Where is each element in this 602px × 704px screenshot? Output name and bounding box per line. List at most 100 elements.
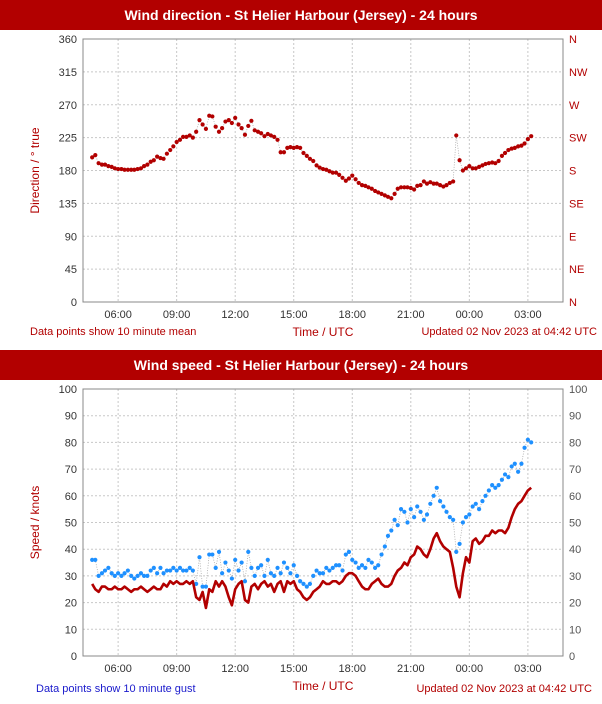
gust-point — [444, 509, 449, 514]
y-tick-label: 135 — [59, 198, 77, 210]
direction-point — [395, 186, 400, 191]
y-tick-label: 90 — [65, 231, 77, 243]
x-tick-label: 03:00 — [514, 663, 542, 675]
direction-point — [141, 164, 147, 169]
direction-point — [324, 167, 329, 172]
x-tick-label: 00:00 — [456, 309, 484, 321]
y-tick-label: 45 — [65, 264, 77, 276]
direction-point — [99, 162, 105, 167]
gust-point — [122, 571, 127, 576]
direction-point — [366, 185, 371, 190]
direction-point — [307, 156, 313, 161]
gust-point — [259, 563, 264, 568]
gust-point — [480, 499, 485, 504]
gust-point — [158, 565, 163, 570]
gust-point — [363, 565, 368, 570]
direction-point — [132, 167, 137, 172]
direction-point — [197, 117, 202, 123]
x-tick-label: 18:00 — [339, 309, 367, 321]
gust-point — [346, 549, 352, 554]
gust-point — [90, 557, 95, 562]
gust-point — [408, 507, 413, 512]
direction-point — [304, 153, 309, 158]
x-tick-label: 12:00 — [221, 309, 249, 321]
gust-point — [275, 565, 280, 570]
gust-point — [337, 563, 342, 568]
gust-point — [203, 584, 209, 589]
direction-point — [330, 170, 335, 175]
direction-point — [369, 186, 374, 191]
direction-point — [194, 129, 199, 134]
gust-point — [180, 568, 186, 573]
direction-point — [301, 150, 306, 156]
x-tick-label: 18:00 — [339, 663, 367, 675]
y-tick-label: 270 — [59, 100, 77, 112]
y2-tick-label: 50 — [569, 518, 581, 530]
direction-point — [90, 155, 95, 160]
x-axis-title: Time / UTC — [293, 325, 354, 339]
direction-point — [242, 132, 248, 137]
direction-point — [529, 134, 534, 139]
gust-point — [350, 557, 355, 562]
direction-point — [190, 135, 195, 140]
gust-point — [343, 552, 348, 557]
gust-point — [255, 565, 261, 570]
y2-tick-label: 70 — [569, 464, 581, 476]
y2-tick-label: 0 — [569, 651, 575, 663]
direction-point — [229, 120, 234, 126]
direction-point — [480, 163, 485, 168]
gust-point — [135, 573, 140, 578]
direction-point — [249, 118, 254, 123]
y-tick-label: 70 — [65, 464, 77, 476]
y2-tick-label: 20 — [569, 598, 581, 610]
direction-point — [135, 166, 140, 172]
y2-tick-label: 40 — [569, 544, 581, 556]
direction-point — [180, 134, 186, 139]
direction-point — [376, 190, 381, 195]
direction-point — [421, 179, 426, 184]
gust-point — [509, 464, 514, 469]
y-tick-label: 0 — [71, 297, 77, 309]
direction-point — [327, 169, 332, 174]
direction-point — [102, 162, 108, 167]
gust-point — [356, 565, 361, 570]
direction-point — [203, 126, 209, 131]
direction-point — [340, 175, 345, 180]
gust-point — [398, 507, 404, 512]
gust-point — [402, 509, 407, 514]
gust-point — [376, 563, 381, 568]
gust-point — [119, 573, 124, 578]
gust-point — [385, 533, 391, 538]
gust-point — [454, 549, 459, 554]
gust-point — [415, 504, 420, 509]
direction-point — [525, 136, 530, 142]
gust-point — [171, 565, 176, 570]
y-tick-label: 180 — [59, 166, 77, 178]
direction-point — [184, 134, 189, 139]
direction-point — [499, 153, 505, 158]
gust-point — [529, 440, 534, 445]
gust-point — [516, 469, 521, 474]
direction-point — [356, 180, 361, 186]
y2-tick-label: N — [569, 34, 577, 46]
gust-point — [340, 568, 345, 573]
gust-point — [288, 571, 293, 576]
gust-point — [177, 565, 183, 570]
plot-frame — [82, 388, 564, 657]
gust-point — [307, 581, 313, 587]
gust-point — [512, 461, 517, 466]
gust-point — [125, 568, 130, 573]
direction-point — [93, 153, 98, 158]
direction-point — [168, 147, 173, 153]
gust-point — [239, 560, 244, 565]
y-tick-label: 315 — [59, 67, 77, 79]
y2-tick-label: SE — [569, 198, 584, 210]
gust-point — [483, 493, 488, 498]
gust-point — [493, 485, 498, 490]
direction-point — [200, 122, 205, 127]
x-axis-title: Time / UTC — [293, 679, 354, 693]
y-tick-label: 30 — [65, 571, 77, 583]
x-tick-label: 00:00 — [456, 663, 484, 675]
gust-point — [200, 584, 205, 589]
gust-point — [366, 557, 371, 562]
